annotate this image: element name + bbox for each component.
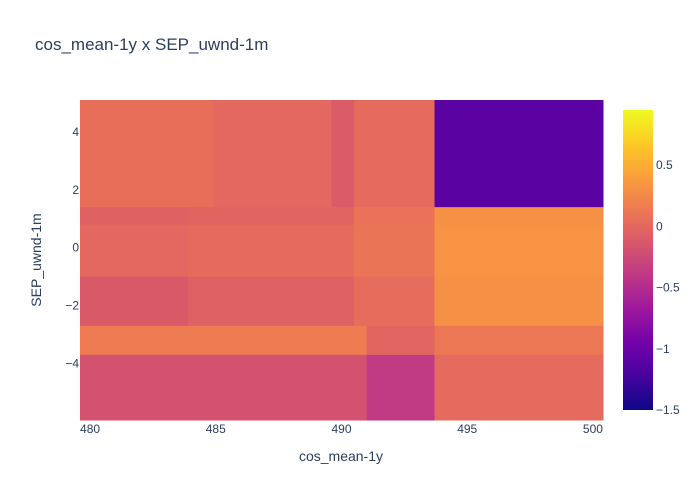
heatmap-cell-0 — [80, 100, 214, 208]
x-axis-title: cos_mean-1y — [299, 448, 383, 464]
colorbar-gradient — [623, 110, 653, 410]
heatmap-cell-16 — [434, 276, 604, 327]
y-axis-ticks: 4 2 0 −2 −4 — [65, 125, 79, 371]
x-tick-label: 500 — [583, 422, 603, 436]
plot-area — [80, 100, 604, 421]
y-tick-label: 0 — [72, 241, 79, 255]
heatmap-cell-21 — [366, 354, 436, 421]
colorbar-ticks: 0.5 0 −0.5 −1 −1.5 — [656, 158, 680, 417]
heatmap-cell-20 — [80, 354, 368, 421]
y-axis-title: SEP_uwnd-1m — [28, 213, 44, 306]
y-tick-label: −2 — [65, 299, 79, 313]
heatmap-cell-12 — [434, 224, 604, 278]
colorbar-tick-label: 0 — [656, 219, 663, 233]
colorbar-tick-label: −1.5 — [656, 403, 680, 417]
x-axis-ticks: 480 485 490 495 500 — [80, 422, 603, 436]
heatmap-cell-17 — [80, 325, 368, 356]
heatmap-cell-10 — [188, 224, 355, 278]
y-tick-label: 2 — [72, 183, 79, 197]
heatmap-cell-18 — [366, 325, 436, 356]
heatmap-cell-7 — [354, 207, 436, 226]
x-tick-label: 490 — [331, 422, 351, 436]
heatmap-cell-14 — [188, 276, 355, 327]
heatmap-cell-9 — [80, 224, 189, 278]
x-tick-label: 495 — [457, 422, 477, 436]
heatmap-cell-6 — [188, 207, 355, 226]
heatmap-cell-15 — [354, 276, 436, 327]
x-tick-label: 480 — [80, 422, 100, 436]
heatmap-cell-2 — [331, 100, 355, 208]
heatmap-cell-5 — [80, 207, 189, 226]
heatmap-cell-8 — [434, 207, 604, 226]
colorbar-tick-label: −1 — [656, 342, 670, 356]
y-tick-label: 4 — [72, 125, 79, 139]
chart-title: cos_mean-1y x SEP_uwnd-1m — [35, 35, 268, 54]
heatmap-cell-11 — [354, 224, 436, 278]
heatmap-cell-1 — [213, 100, 332, 208]
x-tick-label: 485 — [206, 422, 226, 436]
colorbar-tick-label: 0.5 — [656, 158, 673, 172]
heatmap-cell-3 — [354, 100, 436, 208]
colorbar: 0.5 0 −0.5 −1 −1.5 — [623, 110, 680, 417]
heatmap-cell-19 — [434, 325, 604, 356]
heatmap-cell-4 — [434, 100, 604, 208]
heatmap-cell-22 — [434, 354, 604, 421]
y-tick-label: −4 — [65, 357, 79, 371]
heatmap-cell-13 — [80, 276, 189, 327]
colorbar-tick-label: −0.5 — [656, 281, 680, 295]
